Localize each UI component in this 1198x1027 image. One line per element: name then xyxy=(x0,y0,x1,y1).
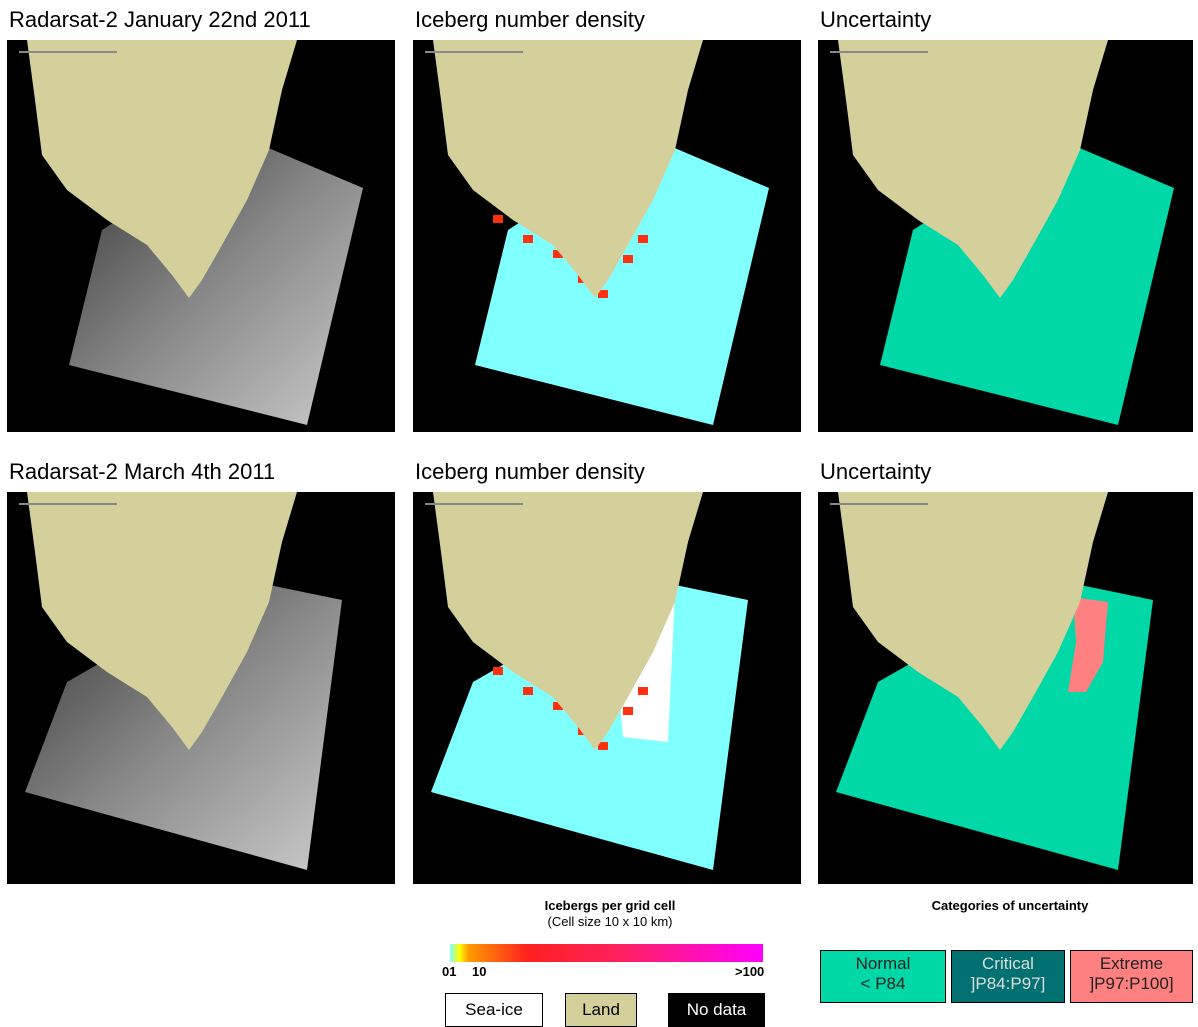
panel-title: Radarsat-2 January 22nd 2011 xyxy=(9,7,311,33)
high-density-cell xyxy=(523,687,533,695)
high-density-cell xyxy=(638,687,648,695)
map-panel xyxy=(818,492,1193,884)
category-range: < P84 xyxy=(821,974,945,994)
high-density-cell xyxy=(623,707,633,715)
high-density-cell xyxy=(493,215,503,223)
uncertainty-legend-title: Categories of uncertainty xyxy=(860,898,1160,913)
sea-ice-box: Sea-ice xyxy=(445,993,543,1027)
colorbar-label: >100 xyxy=(735,964,764,979)
colorbar-label: 10 xyxy=(472,964,486,979)
density-legend-subtitle: (Cell size 10 x 10 km) xyxy=(470,914,750,929)
uncertainty-box: Normal< P84 xyxy=(820,950,946,1003)
high-density-cell xyxy=(523,235,533,243)
uncertainty-box: Critical]P84:P97] xyxy=(951,950,1065,1003)
density-legend-title: Icebergs per grid cell xyxy=(470,898,750,913)
land-box: Land xyxy=(565,993,637,1027)
colorbar xyxy=(450,944,763,962)
panel-title: Iceberg number density xyxy=(415,7,645,33)
panel-title: Iceberg number density xyxy=(415,459,645,485)
category-range: ]P97:P100] xyxy=(1071,974,1192,994)
panel-title: Uncertainty xyxy=(820,7,931,33)
map-panel xyxy=(7,492,395,884)
uncertainty-box: Extreme]P97:P100] xyxy=(1070,950,1193,1003)
category-name: Extreme xyxy=(1071,954,1192,974)
high-density-cell xyxy=(493,667,503,675)
high-density-cell xyxy=(623,255,633,263)
category-range: ]P84:P97] xyxy=(952,974,1064,994)
map-panel xyxy=(7,40,395,432)
map-panel xyxy=(413,40,801,432)
map-panel xyxy=(413,492,801,884)
no-data-box: No data xyxy=(668,993,765,1027)
colorbar-label: 01 xyxy=(442,964,456,979)
panel-title: Uncertainty xyxy=(820,459,931,485)
panel-title: Radarsat-2 March 4th 2011 xyxy=(9,459,275,485)
figure: Icebergs per grid cell (Cell size 10 x 1… xyxy=(0,0,1198,1027)
category-name: Critical xyxy=(952,954,1064,974)
high-density-cell xyxy=(638,235,648,243)
category-name: Normal xyxy=(821,954,945,974)
map-panel xyxy=(818,40,1193,432)
